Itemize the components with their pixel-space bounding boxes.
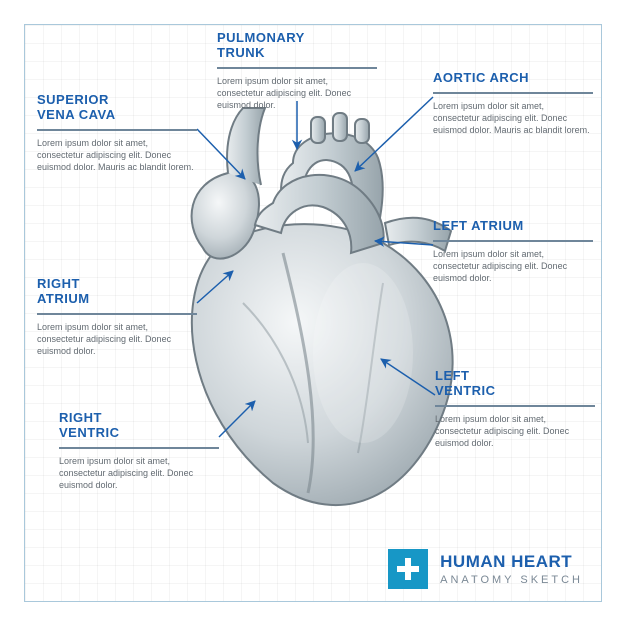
callout-body: Lorem ipsum dolor sit amet, consectetur … xyxy=(59,455,219,491)
callout-body: Lorem ipsum dolor sit amet, consectetur … xyxy=(435,413,595,449)
callout-right-ventric: RIGHT VENTRIC Lorem ipsum dolor sit amet,… xyxy=(59,411,219,491)
callout-right-atrium: RIGHT ATRIUM Lorem ipsum dolor sit amet, … xyxy=(37,277,197,357)
title-line2: ANATOMY SKETCH xyxy=(440,574,583,586)
callout-aortic-arch: AORTIC ARCH Lorem ipsum dolor sit amet, c… xyxy=(433,71,593,136)
callout-title: PULMONARY TRUNK xyxy=(217,31,377,61)
leader-superior-vena-cava xyxy=(197,129,245,179)
callout-title: RIGHT VENTRIC xyxy=(59,411,219,441)
callout-title: AORTIC ARCH xyxy=(433,71,593,86)
leader-left-atrium xyxy=(375,241,433,245)
callout-body: Lorem ipsum dolor sit amet, consectetur … xyxy=(217,75,377,111)
title-line1: HUMAN HEART xyxy=(440,552,583,572)
medical-cross-icon xyxy=(388,549,428,589)
grid-frame: SUPERIOR VENA CAVA Lorem ipsum dolor sit … xyxy=(24,24,602,602)
callout-left-ventric: LEFT VENTRIC Lorem ipsum dolor sit amet, … xyxy=(435,369,595,449)
callout-body: Lorem ipsum dolor sit amet, consectetur … xyxy=(433,248,593,284)
leader-right-ventric xyxy=(219,401,255,437)
callout-left-atrium: LEFT ATRIUM Lorem ipsum dolor sit amet, c… xyxy=(433,219,593,284)
leader-left-ventric xyxy=(381,359,435,395)
callout-rule xyxy=(435,405,595,407)
leader-right-atrium xyxy=(197,271,233,303)
callout-rule xyxy=(59,447,219,449)
title-text: HUMAN HEART ANATOMY SKETCH xyxy=(440,552,583,586)
callout-body: Lorem ipsum dolor sit amet, consectetur … xyxy=(37,137,197,173)
callout-rule xyxy=(37,313,197,315)
callout-body: Lorem ipsum dolor sit amet, consectetur … xyxy=(433,100,593,136)
callout-rule xyxy=(217,67,377,69)
callout-title: RIGHT ATRIUM xyxy=(37,277,197,307)
title-block: HUMAN HEART ANATOMY SKETCH xyxy=(378,539,599,599)
callout-rule xyxy=(37,129,197,131)
callout-title: SUPERIOR VENA CAVA xyxy=(37,93,197,123)
callout-rule xyxy=(433,240,593,242)
callout-title: LEFT VENTRIC xyxy=(435,369,595,399)
callout-superior-vena-cava: SUPERIOR VENA CAVA Lorem ipsum dolor sit … xyxy=(37,93,197,173)
callout-pulmonary-trunk: PULMONARY TRUNK Lorem ipsum dolor sit ame… xyxy=(217,31,377,111)
callout-body: Lorem ipsum dolor sit amet, consectetur … xyxy=(37,321,197,357)
callout-rule xyxy=(433,92,593,94)
callout-title: LEFT ATRIUM xyxy=(433,219,593,234)
